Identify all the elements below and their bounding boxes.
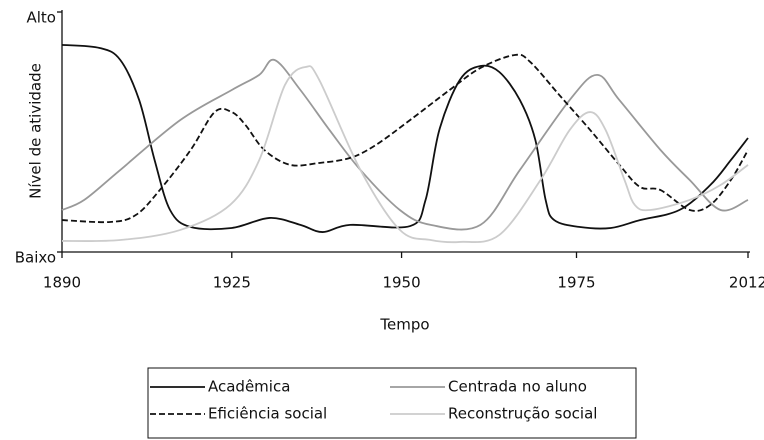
y-axis-label: Nível de atividade xyxy=(27,63,45,199)
y-tick-label: Alto xyxy=(27,9,57,27)
legend-label: Eficiência social xyxy=(208,405,327,423)
x-tick-label: 2012 xyxy=(729,274,764,292)
series-line xyxy=(61,58,749,231)
legend-label: Centrada no aluno xyxy=(448,378,587,396)
series-line xyxy=(61,65,749,244)
x-tick-label: 1890 xyxy=(43,274,81,292)
x-tick-label: 1975 xyxy=(557,274,595,292)
x-tick-label: 1950 xyxy=(382,274,420,292)
y-tick-label: Baixo xyxy=(15,249,56,267)
series-line xyxy=(61,53,749,224)
legend-box xyxy=(147,367,637,439)
legend-label: Reconstrução social xyxy=(448,405,597,423)
x-tick-label: 1925 xyxy=(213,274,251,292)
x-axis-label: Tempo xyxy=(379,316,429,334)
legend-label: Acadêmica xyxy=(208,378,290,396)
series-line xyxy=(61,43,749,233)
